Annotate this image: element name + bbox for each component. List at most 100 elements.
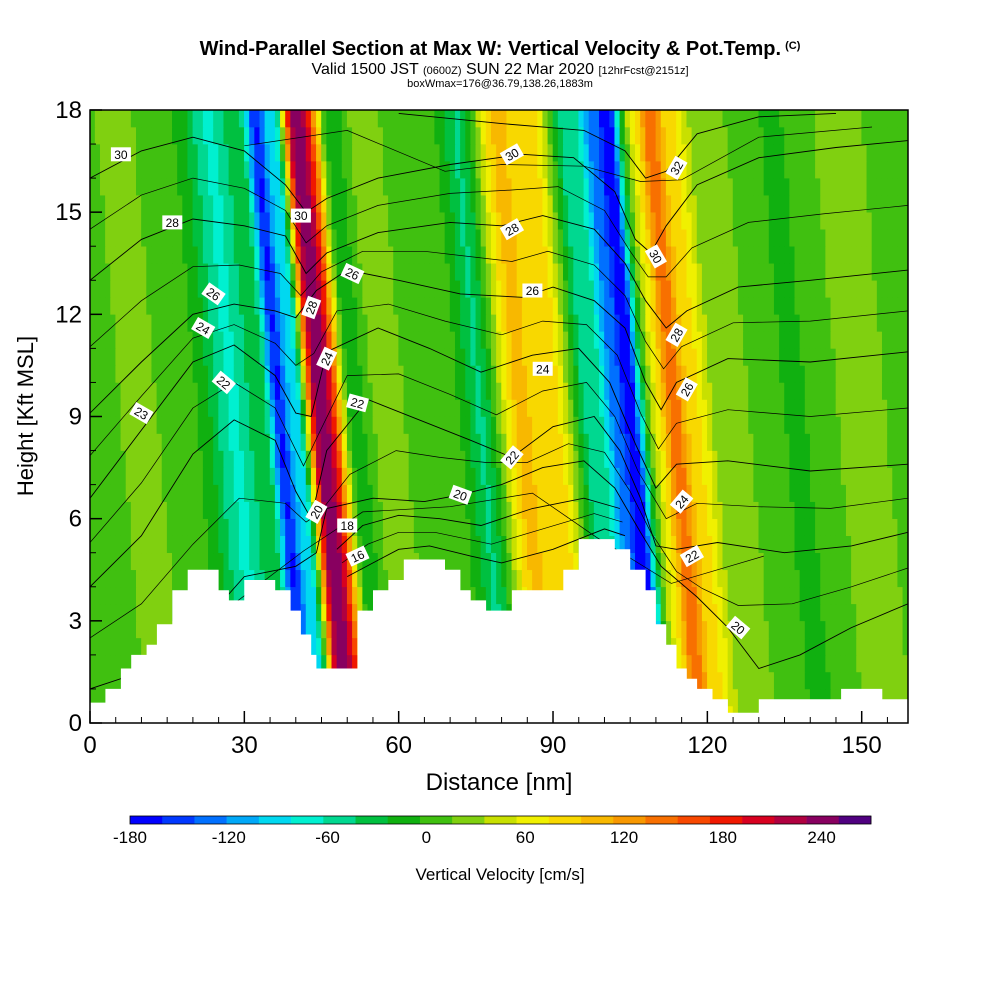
velocity-cell [146,416,153,434]
velocity-cell [136,279,142,298]
velocity-cell [208,535,214,554]
velocity-cell [90,654,96,673]
velocity-cell [367,245,374,264]
velocity-cell [439,450,446,468]
velocity-cell [727,382,734,400]
velocity-cell [94,177,101,196]
velocity-cell [352,279,358,298]
velocity-cell [557,467,564,485]
velocity-cell [835,211,842,230]
velocity-cell [717,603,724,622]
velocity-cell [94,382,101,400]
velocity-cell [115,365,122,383]
velocity-cell [202,467,209,485]
velocity-cell [809,603,816,622]
velocity-cell [552,297,559,315]
velocity-cell [588,279,595,298]
velocity-cell [609,433,616,451]
velocity-cell [665,535,672,554]
velocity-cell [172,433,178,451]
velocity-cell [686,399,693,417]
velocity-cell [707,382,713,400]
velocity-cell [866,348,873,366]
velocity-cell [490,262,497,281]
velocity-cell [130,194,137,213]
velocity-cell [743,399,749,417]
velocity-cell [892,569,899,588]
velocity-cell [434,331,441,349]
velocity-cell [825,518,832,536]
velocity-cell [326,228,333,247]
velocity-cell [408,245,415,264]
velocity-cell [125,535,132,554]
velocity-cell [249,194,255,213]
velocity-cell [310,416,317,434]
velocity-cell [346,348,353,366]
velocity-cell [624,382,631,400]
velocity-cell [475,245,482,264]
velocity-cell [763,688,770,707]
velocity-cell [743,637,749,656]
velocity-cell [902,314,908,332]
velocity-cell [887,314,893,332]
velocity-cell [146,177,153,196]
velocity-cell [228,228,235,247]
velocity-cell [511,433,518,451]
velocity-cell [254,211,261,230]
velocity-cell [439,484,446,502]
velocity-cell [295,450,302,468]
velocity-cell [130,365,137,383]
velocity-cell [105,637,111,656]
velocity-cell [614,450,621,468]
velocity-cell [717,331,724,349]
velocity-cell [830,279,837,298]
velocity-cell [727,211,734,230]
velocity-cell [501,262,508,281]
velocity-cell [228,484,235,502]
velocity-cell [228,433,235,451]
velocity-cell [887,194,893,213]
velocity-cell [789,535,796,554]
velocity-cell [768,399,775,417]
velocity-cell [691,535,698,554]
velocity-cell [686,416,693,434]
velocity-cell [763,501,770,519]
velocity-cell [177,228,183,247]
velocity-cell [480,450,487,468]
velocity-cell [887,467,893,485]
velocity-cell [887,484,893,502]
velocity-cell [521,194,528,213]
velocity-cell [583,467,590,485]
velocity-cell [439,467,446,485]
velocity-cell [753,671,760,690]
velocity-cell [490,586,497,605]
velocity-cell [238,433,245,451]
velocity-cell [681,297,688,315]
velocity-cell [362,535,369,554]
velocity-cell [820,331,826,349]
velocity-cell [722,348,729,366]
velocity-cell [820,416,826,434]
velocity-cell [552,535,559,554]
velocity-cell [629,433,636,451]
velocity-cell [748,603,754,622]
velocity-cell [300,586,307,605]
velocity-cell [732,262,739,281]
velocity-cell [851,654,857,673]
velocity-cell [496,279,502,298]
velocity-cell [758,637,765,656]
velocity-cell [897,433,904,451]
velocity-cell [228,348,235,366]
velocity-cell [449,467,456,485]
velocity-cell [758,586,765,605]
velocity-cell [357,586,363,605]
velocity-cell [727,671,734,690]
velocity-cell [362,416,369,434]
velocity-cell [346,535,353,554]
velocity-cell [845,552,852,571]
velocity-cell [737,348,744,366]
velocity-cell [876,262,883,281]
velocity-cell [516,245,523,264]
velocity-cell [897,279,904,298]
velocity-cell [542,314,549,332]
